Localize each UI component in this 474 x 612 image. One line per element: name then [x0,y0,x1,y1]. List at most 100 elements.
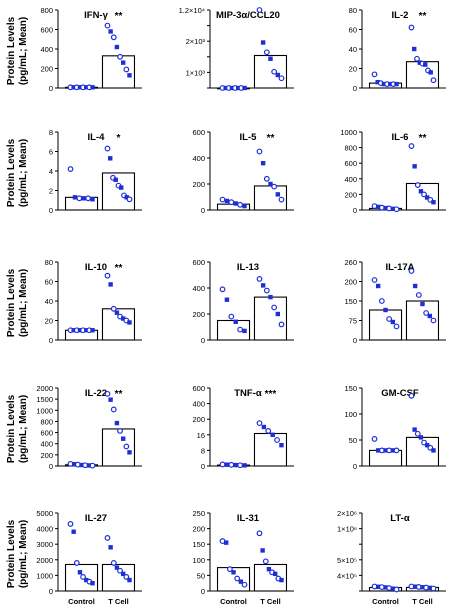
data-point [390,448,396,453]
data-point [224,297,230,302]
data-point [127,73,132,78]
panel-11: 0 8 16 200 400 600 TNF-α *** [192,384,294,471]
y-tick-label: 80 [349,6,357,15]
y-tick-label: 0 [49,587,53,596]
significance-marker: ** [115,11,123,22]
data-point [420,585,425,590]
panel-7: 0 20 40 60 80 IL-10 ** [45,258,142,345]
data-point [415,292,422,298]
data-point [85,195,92,202]
data-point [237,201,244,208]
data-point [219,196,226,203]
y-tick-label: 0 [49,462,53,471]
panel-title: IL-6 [392,132,409,143]
data-point [423,62,428,67]
y-tick-label: 400 [192,154,205,163]
y-tick-label: 0 [201,336,205,345]
data-point [120,436,126,441]
y-tick-label: 20 [349,65,357,74]
y-tick-label: 60 [349,26,357,35]
data-point [378,298,385,304]
data-point [265,428,272,434]
data-point [424,195,430,200]
data-point [393,206,400,213]
data-point [233,201,238,206]
data-point [108,29,113,34]
data-point [414,182,421,188]
data-point [242,463,247,468]
y-tick-label: 2×10⁶ [337,509,357,518]
y-axis-title-line2: (pg/mL; Mean) [18,269,29,337]
data-point [260,40,266,45]
y-tick-label: 600 [344,159,357,168]
data-point [233,319,238,324]
data-point [113,177,118,182]
y-axis-title-line1: Protein Levels [6,519,17,588]
data-point [84,328,89,333]
y-tick-label: 0 [201,206,205,215]
y-tick-label: 4 [49,167,53,176]
data-point [393,323,400,330]
data-point [418,435,424,440]
data-point [375,79,380,85]
y-tick-label: 800 [40,6,53,15]
data-point [110,406,117,413]
data-point [408,392,415,399]
data-point [256,420,263,427]
data-point [278,75,285,82]
data-point [114,310,120,315]
y-tick-label: 8 [49,128,53,137]
data-point [228,199,235,206]
significance-marker: ** [267,133,275,144]
y-tick-label: 600 [192,384,205,393]
data-point [412,46,417,52]
data-point [256,530,263,537]
data-point [228,313,235,320]
data-point [408,24,415,31]
data-point [408,268,415,274]
panel-13: 0 1000 2000 3000 4000 5000 IL-27 Control T Cell [36,509,142,606]
y-tick-label: 1000 [340,128,357,137]
data-point [275,192,281,197]
data-point [127,320,132,325]
data-point [260,283,266,288]
data-point [127,577,132,583]
panel-title: IL-10 [85,262,107,273]
y-tick-label: 100 [192,556,205,565]
y-tick-label: 0 [49,206,53,215]
y-tick-label: 600 [40,26,53,35]
y-tick-label: 800 [40,417,53,426]
y-tick-label: 200 [344,278,357,287]
panel-title: IL-4 [88,132,106,143]
panel-title: TNF-α [234,388,262,399]
data-point [110,560,117,566]
y-tick-label: 1500 [36,395,53,404]
significance-marker: ** [115,263,123,274]
data-point [242,85,247,91]
y-tick-label: 200 [192,415,205,424]
y-axis-title-row-1: Protein Levels (pg/mL; Mean) [6,16,29,85]
y-tick-label: 50 [349,436,357,445]
y-axis-title-line2: (pg/mL; Mean) [18,139,29,207]
data-point [414,430,421,437]
data-point [237,326,244,333]
data-point [371,277,378,283]
data-point [427,585,433,591]
data-point [72,195,78,200]
y-tick-label: 1×10⁶ [337,525,357,534]
y-tick-label: 5×10⁵ [337,556,357,565]
data-point [90,328,95,333]
y-tick-label: 200 [192,180,205,189]
data-point [275,311,281,317]
data-point [127,450,132,455]
data-point [430,317,437,324]
data-point [412,283,418,289]
y-tick-label: 0 [353,206,357,215]
y-axis-title-line1: Protein Levels [6,16,17,85]
data-point [271,183,278,190]
y-tick-label: 60 [45,278,53,287]
data-point [108,397,113,402]
y-tick-label: 4000 [36,525,53,534]
data-point [408,143,415,149]
data-point [256,7,263,13]
